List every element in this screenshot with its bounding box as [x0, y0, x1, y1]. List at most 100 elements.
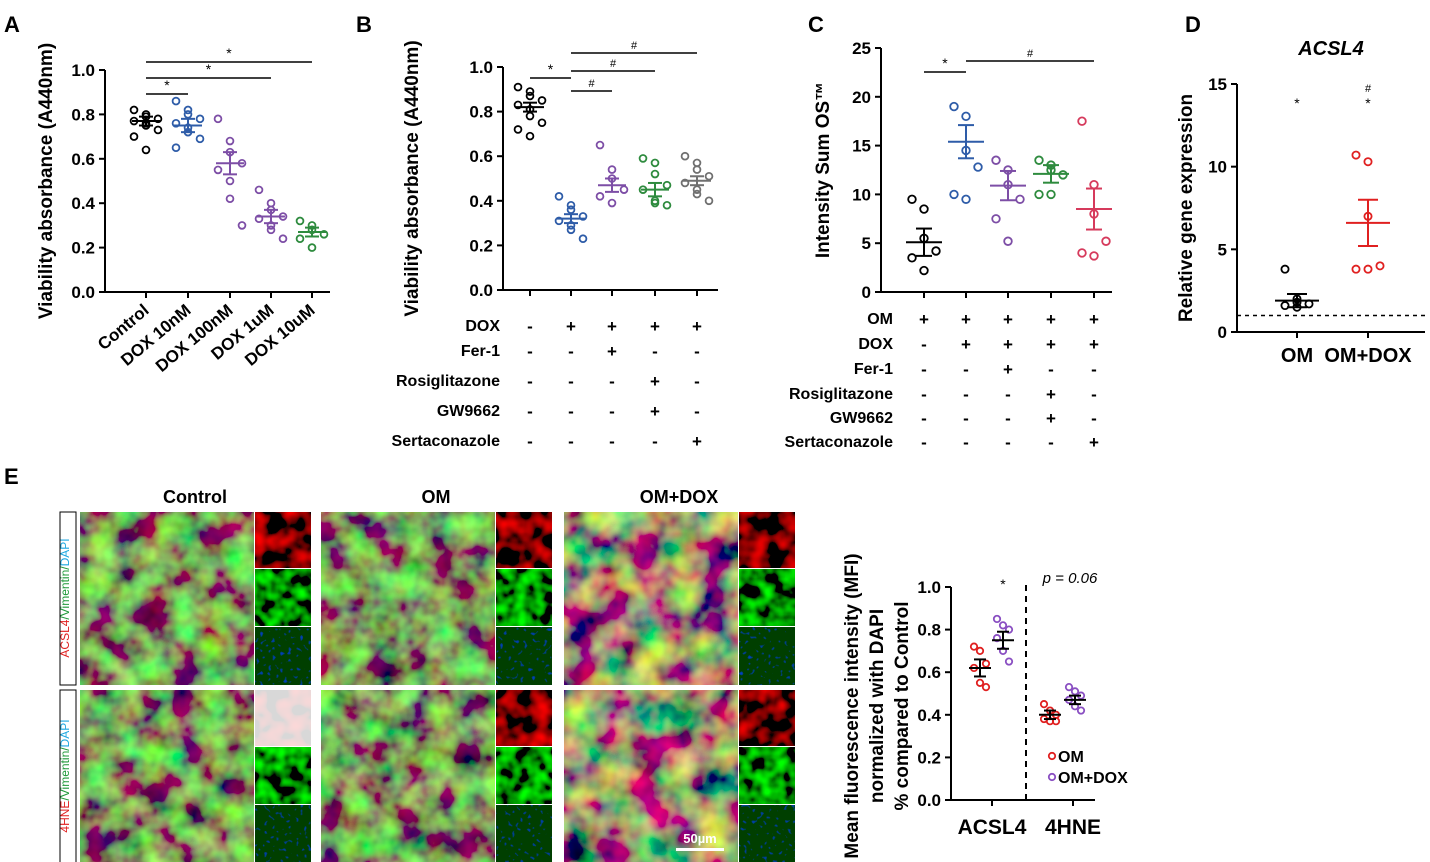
- data-point: [278, 234, 288, 244]
- significance-label: *: [206, 61, 212, 77]
- data-point: [153, 114, 163, 124]
- scale-bar-label: 50µm: [683, 831, 717, 846]
- sign-cell: -: [1091, 385, 1097, 404]
- row-label: GW9662: [830, 410, 893, 427]
- significance-label: #: [1027, 48, 1034, 60]
- micrograph-red-channel: [739, 690, 795, 746]
- row-label-vimentin: /Vimentin/: [58, 747, 72, 801]
- data-point: [981, 659, 991, 668]
- row-label: Sertaconazole: [392, 433, 501, 450]
- data-point: [1039, 700, 1049, 709]
- row-label: GW9662: [437, 403, 500, 420]
- significance-label: *: [226, 45, 232, 61]
- row-label-marker: ACSL4: [58, 619, 72, 657]
- data-point: [680, 178, 690, 188]
- data-point: [704, 171, 714, 181]
- sign-cell: -: [694, 372, 700, 391]
- sign-cell: -: [609, 372, 615, 391]
- data-point: [1051, 717, 1061, 726]
- data-point: [578, 212, 588, 221]
- sign-cell: +: [1089, 310, 1099, 329]
- data-point: [907, 194, 917, 204]
- data-point: [975, 646, 985, 656]
- data-point: [1004, 657, 1014, 666]
- data-point: [153, 125, 163, 135]
- data-point: [619, 185, 629, 194]
- micrograph-blue-channel: [739, 805, 795, 862]
- y-tick-label: 0.8: [469, 103, 493, 122]
- sign-cell: +: [692, 317, 702, 336]
- row-label-dapi: DAPI: [58, 538, 72, 566]
- y-tick-label: 0.2: [469, 236, 493, 255]
- data-point: [991, 155, 1001, 165]
- y-tick-label: 0.4: [71, 194, 95, 213]
- sign-cell: -: [568, 432, 574, 451]
- data-point: [537, 118, 547, 128]
- significance-label: *: [942, 55, 948, 71]
- sign-cell: -: [568, 342, 574, 361]
- y-axis-label-line: % compared to Control: [892, 601, 913, 810]
- y-axis-label: Viability absorbance (A440nm): [36, 43, 57, 319]
- data-point: [680, 151, 690, 161]
- sign-cell: +: [1003, 310, 1013, 329]
- sign-cell: +: [566, 317, 576, 336]
- data-point: [907, 253, 917, 263]
- row-label: Fer-1: [461, 343, 500, 360]
- data-point: [566, 205, 576, 215]
- data-point: [692, 158, 702, 168]
- data-point: [537, 96, 547, 105]
- micrograph-red-channel: [255, 690, 311, 746]
- column-header: Control: [163, 487, 227, 507]
- micrograph-red-channel: [739, 512, 795, 568]
- data-point: [129, 132, 139, 141]
- y-tick-label: 20: [852, 88, 871, 107]
- y-tick-label: 0.6: [71, 150, 95, 169]
- significance-label: *: [164, 77, 170, 93]
- sign-cell: +: [650, 402, 660, 421]
- sign-cell: -: [1091, 409, 1097, 428]
- data-point: [319, 229, 329, 239]
- data-point: [183, 110, 193, 119]
- data-point: [595, 192, 605, 201]
- y-tick-label: 5: [862, 234, 871, 253]
- data-point: [525, 87, 535, 96]
- row-channel-label: 4HNE/Vimentin/DAPI: [58, 719, 72, 832]
- data-point: [141, 145, 151, 155]
- data-point: [1077, 116, 1087, 126]
- data-point: [704, 196, 714, 206]
- y-axis-label-line: normalized with DAPI: [867, 609, 888, 803]
- row-label: Fer-1: [854, 361, 893, 378]
- y-axis-label-line: Mean fluorescence intensity (MFI): [842, 553, 863, 858]
- data-point: [213, 165, 223, 175]
- data-point: [213, 114, 223, 124]
- panel-letter-e: E: [4, 464, 19, 489]
- data-point: [225, 176, 235, 186]
- sign-cell: -: [921, 385, 927, 404]
- chart-e-mfi: 0.0 0.2 0.4 0.6 0.8 1.0 Mean fluorescence inte…: [842, 553, 1128, 858]
- sign-cell: -: [609, 432, 615, 451]
- x-category-label: OM+DOX: [1324, 345, 1412, 367]
- chart-d: 0 5 10 15 Relative gene expression ACSL4 OM OM+…: [1176, 38, 1425, 367]
- row-label: Rosiglitazone: [396, 373, 500, 390]
- y-tick-label: 1.0: [917, 578, 941, 597]
- data-point: [692, 165, 702, 174]
- y-tick-label: 0: [862, 283, 871, 302]
- panel-letter-c: C: [808, 12, 824, 37]
- sign-cell: -: [527, 342, 533, 361]
- sign-cell: -: [609, 402, 615, 421]
- significance-label: *: [1000, 576, 1006, 592]
- p-value-label: p = 0.06: [1042, 570, 1098, 587]
- sign-cell: -: [527, 317, 533, 336]
- y-tick-label: 15: [852, 137, 871, 156]
- data-point: [1101, 236, 1111, 246]
- micrograph-green-channel: [255, 569, 311, 626]
- micrograph-green-channel: [739, 747, 795, 804]
- row-label-frame: [59, 511, 77, 686]
- y-axis-label: Viability absorbance (A440nm): [402, 40, 423, 316]
- y-tick-label: 0: [1218, 323, 1227, 342]
- micrograph-grid: Control OM OM+DOXACSL4/Vimentin/DAPI4HNE/V…: [58, 487, 795, 862]
- y-axis-label: Intensity Sum OS™: [813, 82, 834, 258]
- data-point: [225, 194, 235, 204]
- data-point: [992, 614, 1002, 624]
